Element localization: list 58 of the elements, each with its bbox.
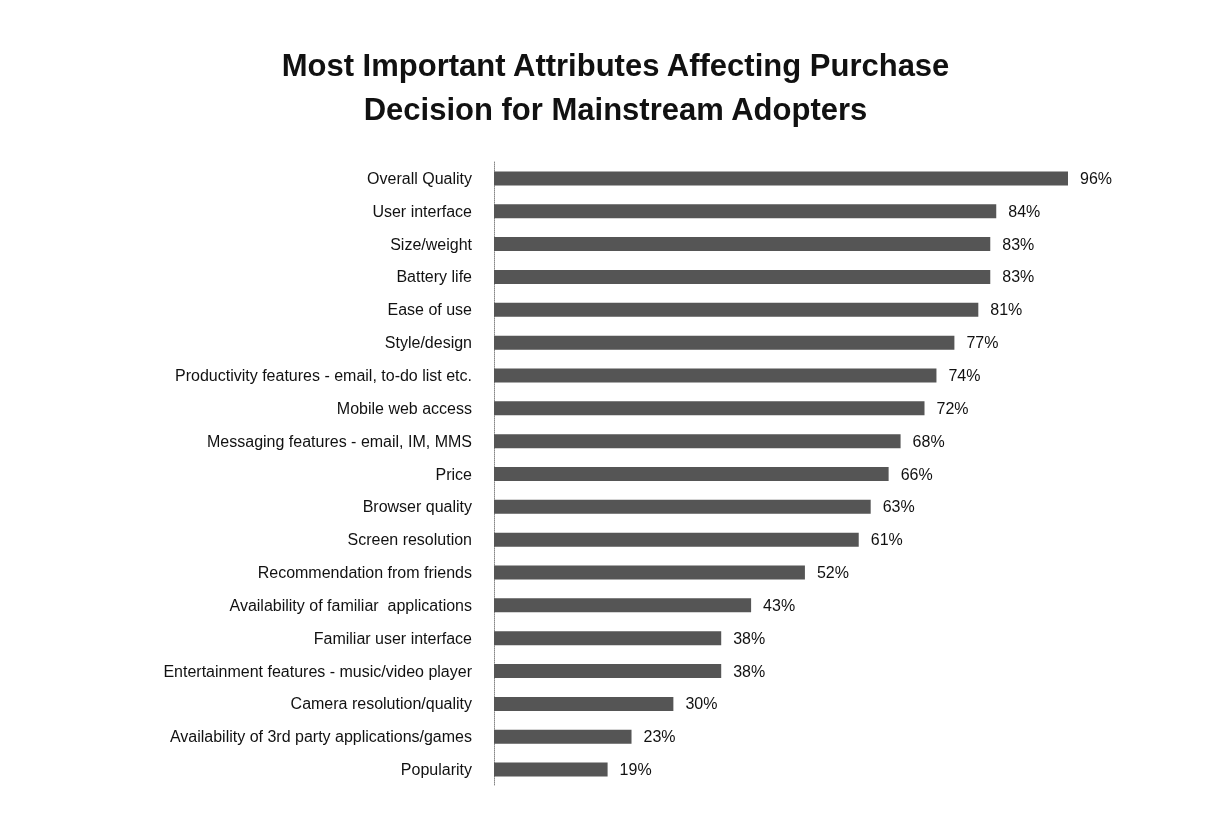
bar xyxy=(494,204,997,219)
bar xyxy=(494,631,722,646)
bar xyxy=(494,368,937,383)
data-label: 83% xyxy=(1002,235,1035,253)
data-label: 74% xyxy=(948,366,981,384)
bar xyxy=(494,532,859,547)
bar xyxy=(494,467,889,481)
bar xyxy=(494,598,752,613)
data-label: 23% xyxy=(643,728,676,746)
y-tick-label: Availability of 3rd party applications/games xyxy=(169,728,472,746)
bar xyxy=(494,237,991,252)
data-label: 77% xyxy=(966,334,999,352)
y-tick-label: Mobile web access xyxy=(336,399,472,417)
data-label: 52% xyxy=(816,564,849,582)
data-label: 81% xyxy=(990,301,1023,319)
y-tick-label: Size/weight xyxy=(390,235,473,253)
y-tick-label: Productivity features - email, to-do list etc. xyxy=(175,366,472,384)
y-tick-label: Recommendation from friends xyxy=(257,564,472,582)
y-tick-label: Popularity xyxy=(400,761,472,779)
data-label: 61% xyxy=(870,531,903,549)
bar xyxy=(494,171,1068,186)
data-label: 30% xyxy=(685,695,718,713)
y-tick-label: Browser quality xyxy=(362,498,472,516)
data-label: 66% xyxy=(900,465,933,483)
chart-title: Most Important Attributes Affecting Purchase Decision for Mainstream Adopters xyxy=(281,47,950,127)
y-tick-label: Messaging features - email, IM, MMS xyxy=(207,432,472,450)
data-label: 19% xyxy=(619,761,652,779)
bar xyxy=(494,499,871,514)
bar xyxy=(494,434,901,449)
data-label: 84% xyxy=(1008,202,1041,220)
data-label: 68% xyxy=(912,432,945,450)
data-label: 72% xyxy=(936,399,969,417)
data-label: 96% xyxy=(1080,169,1113,187)
bar xyxy=(494,269,991,284)
y-tick-label: Entertainment features - music/video player xyxy=(163,662,473,680)
bar xyxy=(494,762,608,777)
y-tick-label: Familiar user interface xyxy=(313,629,473,647)
bar xyxy=(494,335,955,350)
y-tick-label: Camera resolution/quality xyxy=(290,695,472,713)
y-tick-label: Battery life xyxy=(396,268,473,286)
bar xyxy=(494,302,979,317)
y-tick-label: Availability of familiar applications xyxy=(229,596,472,614)
y-tick-label: Overall Quality xyxy=(367,169,472,187)
y-tick-label: Ease of use xyxy=(387,301,473,319)
y-tick-label: Style/design xyxy=(384,334,472,352)
y-tick-label: Price xyxy=(435,465,473,483)
data-label: 38% xyxy=(733,662,766,680)
data-label: 43% xyxy=(763,596,796,614)
bar xyxy=(494,729,632,744)
bar xyxy=(494,401,925,416)
data-label: 38% xyxy=(733,629,766,647)
y-tick-label: User interface xyxy=(372,202,473,220)
bar xyxy=(494,664,722,679)
data-label: 83% xyxy=(1002,268,1035,286)
bar xyxy=(494,696,674,711)
bar xyxy=(494,565,805,580)
data-label: 63% xyxy=(882,498,915,516)
y-tick-label: Screen resolution xyxy=(347,531,472,549)
